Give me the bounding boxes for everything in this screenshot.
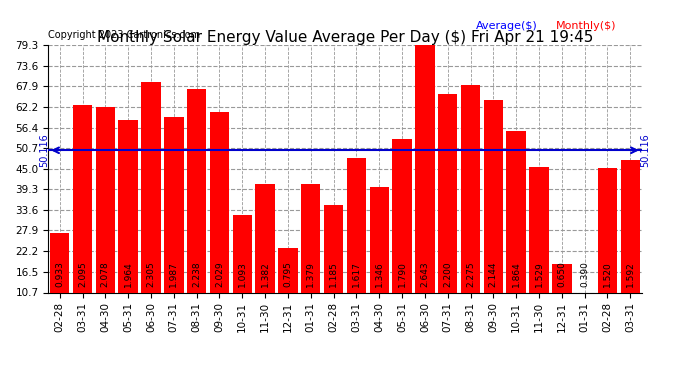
Bar	[552, 264, 571, 292]
Bar	[233, 215, 252, 292]
Bar	[301, 184, 320, 292]
Text: Monthly($): Monthly($)	[555, 21, 616, 32]
Text: 2.643: 2.643	[420, 261, 429, 287]
Text: 1.093: 1.093	[238, 261, 247, 287]
Text: 50.116: 50.116	[39, 134, 50, 167]
Text: 1.529: 1.529	[535, 261, 544, 287]
Text: Average($): Average($)	[475, 21, 538, 32]
Bar	[506, 130, 526, 292]
Text: 1.617: 1.617	[352, 261, 361, 287]
Text: 2.305: 2.305	[146, 261, 155, 287]
Bar	[73, 105, 92, 292]
Bar	[164, 117, 184, 292]
Text: 50.116: 50.116	[640, 134, 651, 167]
Text: 0.390: 0.390	[580, 261, 589, 287]
Bar	[187, 90, 206, 292]
Text: 2.078: 2.078	[101, 261, 110, 287]
Text: 1.382: 1.382	[261, 261, 270, 287]
Text: 1.185: 1.185	[329, 261, 338, 287]
Bar	[141, 82, 161, 292]
Text: 1.987: 1.987	[169, 261, 178, 287]
Title: Monthly Solar Energy Value Average Per Day ($) Fri Apr 21 19:45: Monthly Solar Energy Value Average Per D…	[97, 30, 593, 45]
Text: Copyright 2023 Cartronics.com: Copyright 2023 Cartronics.com	[48, 30, 200, 40]
Bar	[529, 167, 549, 292]
Text: 1.520: 1.520	[603, 261, 612, 287]
Text: 1.379: 1.379	[306, 261, 315, 287]
Text: 2.275: 2.275	[466, 261, 475, 287]
Text: 0.795: 0.795	[284, 261, 293, 287]
Text: 1.964: 1.964	[124, 261, 132, 287]
Bar	[346, 158, 366, 292]
Text: 1.592: 1.592	[626, 261, 635, 287]
Text: 1.864: 1.864	[512, 261, 521, 287]
Bar	[620, 160, 640, 292]
Bar	[370, 188, 389, 292]
Text: 2.095: 2.095	[78, 261, 87, 287]
Bar	[50, 233, 70, 292]
Text: 2.238: 2.238	[192, 261, 201, 287]
Bar	[438, 94, 457, 292]
Bar	[484, 100, 503, 292]
Bar	[461, 86, 480, 292]
Text: 1.346: 1.346	[375, 261, 384, 287]
Bar	[598, 168, 617, 292]
Text: 2.029: 2.029	[215, 261, 224, 287]
Bar	[210, 112, 229, 292]
Text: 0.933: 0.933	[55, 261, 64, 287]
Bar	[324, 205, 344, 292]
Bar	[119, 120, 138, 292]
Text: 1.790: 1.790	[397, 261, 406, 287]
Bar	[393, 139, 412, 292]
Bar	[96, 107, 115, 292]
Bar	[278, 248, 297, 292]
Bar	[415, 45, 435, 292]
Bar	[255, 183, 275, 292]
Text: 2.144: 2.144	[489, 262, 498, 287]
Text: 0.650: 0.650	[558, 261, 566, 287]
Text: 2.200: 2.200	[443, 261, 452, 287]
